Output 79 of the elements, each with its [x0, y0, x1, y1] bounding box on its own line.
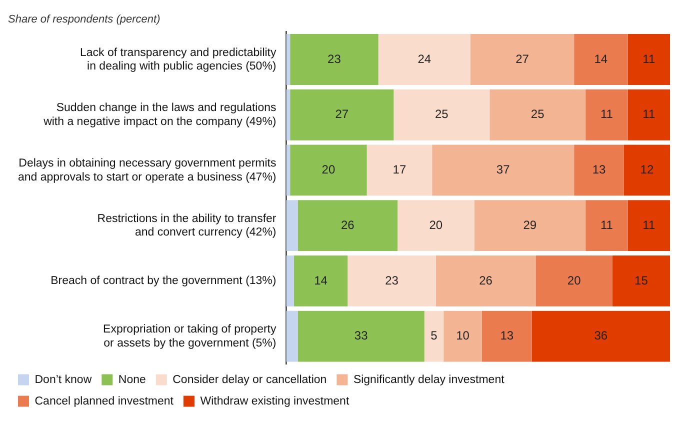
bar	[436, 255, 536, 306]
bar	[574, 34, 628, 85]
data-label: 20	[322, 162, 336, 177]
data-label: 24	[418, 52, 432, 66]
bar	[290, 34, 378, 85]
legend-label: Withdraw existing investment	[200, 395, 350, 408]
legend-label: Don’t know	[34, 374, 92, 386]
data-label: 20	[567, 273, 582, 288]
bar	[286, 144, 290, 196]
bar	[432, 144, 574, 196]
bar	[628, 200, 670, 252]
data-label: 25	[530, 107, 545, 122]
data-label: 14	[314, 273, 328, 288]
data-label: 10	[456, 328, 470, 343]
data-label: 11	[600, 107, 614, 122]
data-label: 11	[600, 218, 614, 232]
data-label: 23	[328, 52, 342, 66]
data-label: 36	[594, 328, 608, 343]
data-label: 33	[354, 328, 368, 343]
data-label: 12	[640, 162, 654, 177]
data-label: 17	[392, 162, 406, 177]
bar	[366, 144, 432, 196]
bar	[286, 310, 298, 362]
data-label: 23	[385, 273, 399, 288]
legend-label: Significantly delay investment	[353, 374, 506, 386]
data-label: 11	[642, 218, 656, 232]
bar	[298, 200, 398, 252]
y-tick-label: Delays in obtaining necessary government permits and approvals to start or operate a business (47%)	[18, 157, 276, 184]
bar	[286, 200, 298, 252]
bar	[444, 310, 482, 362]
bar	[532, 310, 670, 362]
bar	[586, 89, 628, 140]
data-label: 13	[592, 162, 606, 177]
bar	[286, 34, 290, 85]
bar	[536, 255, 612, 306]
bar	[286, 89, 290, 140]
y-tick-label: Expropriation or taking of property or assets by the government (5%)	[103, 324, 276, 350]
data-label: 11	[642, 52, 656, 66]
bar	[490, 89, 586, 140]
bar	[482, 310, 532, 362]
text: Share of respondents (percent)	[8, 13, 161, 26]
data-label: 15	[634, 273, 648, 288]
data-label: 27	[335, 107, 349, 122]
data-label: 13	[500, 328, 514, 343]
bar	[286, 255, 294, 306]
bar	[378, 34, 470, 85]
bar	[348, 255, 436, 306]
bar	[586, 200, 628, 252]
y-tick-label: Sudden change in the laws and regulations with a negative impact on the company (49%)	[42, 102, 277, 128]
bar	[628, 89, 670, 140]
legend-label: Cancel planned investment	[34, 395, 174, 408]
legend-label: Consider delay or cancellation	[172, 374, 327, 386]
bar	[394, 89, 490, 140]
y-tick-label: Lack of transparency and predictability in dealing with public agencies (50%)	[80, 46, 277, 73]
bar	[628, 34, 670, 85]
bar	[474, 200, 586, 252]
y-tick-label: Breach of contract by the government (13%)	[50, 275, 276, 288]
data-label: 11	[642, 107, 656, 122]
data-label: 20	[429, 218, 443, 232]
data-label: 29	[523, 218, 537, 232]
bar	[470, 34, 574, 85]
bar	[290, 89, 394, 140]
bar	[294, 255, 348, 306]
bar	[398, 200, 474, 252]
y-tick-label: Restrictions in the ability to transfer and convert currency (42%)	[97, 212, 276, 239]
data-label: 14	[594, 52, 608, 66]
bar	[424, 310, 444, 362]
bar	[574, 144, 624, 196]
data-label: 26	[479, 273, 493, 288]
bar	[624, 144, 670, 196]
bar	[298, 310, 424, 362]
data-label: 25	[434, 107, 449, 122]
bar	[290, 144, 367, 196]
data-label: 5	[430, 328, 438, 343]
data-label: 27	[516, 52, 530, 66]
data-label: 37	[496, 162, 510, 177]
data-label: 26	[340, 218, 355, 232]
bar	[612, 255, 670, 306]
legend-label: None	[118, 374, 146, 386]
